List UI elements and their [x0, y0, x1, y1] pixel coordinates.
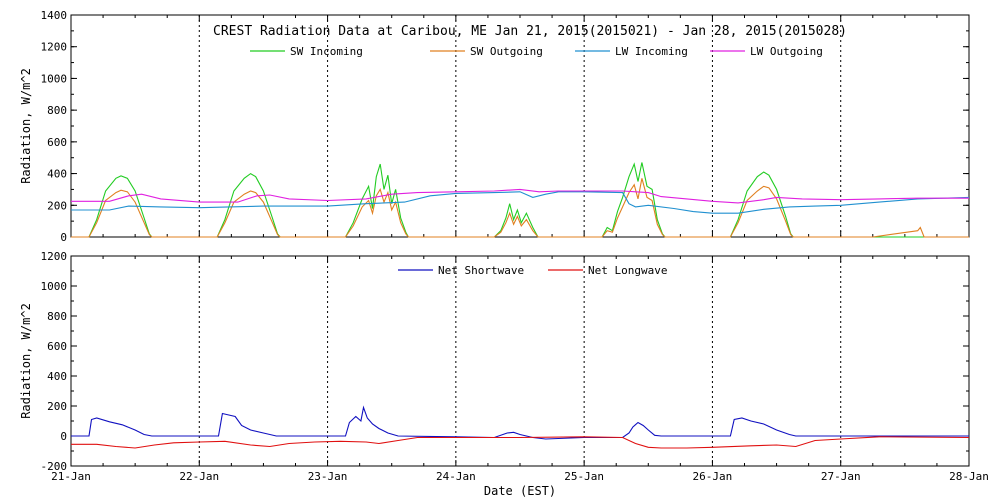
net-longwave-series-line [71, 436, 970, 449]
bottom-x-tick-label: 24-Jan [436, 470, 476, 483]
bottom-y-axis-title: Radiation, W/m^2 [19, 303, 33, 419]
net-shortwave-legend-label: Net Shortwave [438, 264, 524, 277]
lw-incoming-legend-label: LW Incoming [615, 45, 688, 58]
sw-outgoing-series-line [71, 178, 969, 238]
top-y-tick-label: 1400 [41, 9, 68, 22]
bottom-y-tick-label: 200 [47, 400, 67, 413]
sw-incoming-legend-label: SW Incoming [290, 45, 363, 58]
sw-outgoing-legend-label: SW Outgoing [470, 45, 543, 58]
top-y-tick-label: 1200 [41, 41, 68, 54]
lw-outgoing-legend-label: LW Outgoing [750, 45, 823, 58]
bottom-x-tick-label: 25-Jan [564, 470, 604, 483]
bottom-x-tick-label: 21-Jan [51, 470, 91, 483]
top-panel-incoming-outgoing: 0 200 400 600 800 1000 1200 1400 Radiation, W/m^… [19, 9, 970, 244]
bottom-y-tick-label: 800 [47, 310, 67, 323]
top-y-tick-label: 0 [60, 231, 67, 244]
bottom-y-tick-label: -200 [41, 460, 68, 473]
net-longwave-legend-label: Net Longwave [588, 264, 667, 277]
top-y-tick-label: 1000 [41, 72, 68, 85]
bottom-panel-net-radiation: -200 0 200 400 600 800 1000 1200 Radiation, W/m^… [19, 250, 989, 483]
top-y-tick-label: 800 [47, 104, 67, 117]
net-shortwave-series-line [71, 405, 969, 440]
bottom-y-tick-label: 0 [60, 430, 67, 443]
bottom-x-tick-label: 22-Jan [179, 470, 219, 483]
top-y-tick-label: 600 [47, 136, 67, 149]
bottom-y-tick-label: 1200 [41, 250, 68, 263]
top-y-tick-label: 400 [47, 168, 67, 181]
top-y-axis-title: Radiation, W/m^2 [19, 68, 33, 184]
x-axis-title: Date (EST) [484, 484, 556, 498]
figure-title: CREST Radiation Data at Caribou, ME Jan … [213, 24, 847, 39]
lw-incoming-series-line [71, 191, 970, 214]
bottom-x-tick-label: 23-Jan [308, 470, 348, 483]
bottom-y-tick-label: 600 [47, 340, 67, 353]
bottom-x-tick-label: 26-Jan [693, 470, 733, 483]
bottom-y-tick-label: 1000 [41, 280, 68, 293]
bottom-y-tick-label: 400 [47, 370, 67, 383]
bottom-x-tick-label: 28-Jan [949, 470, 989, 483]
lw-outgoing-series-line [71, 188, 969, 204]
bottom-x-tick-label: 27-Jan [821, 470, 861, 483]
top-y-tick-label: 200 [47, 199, 67, 212]
